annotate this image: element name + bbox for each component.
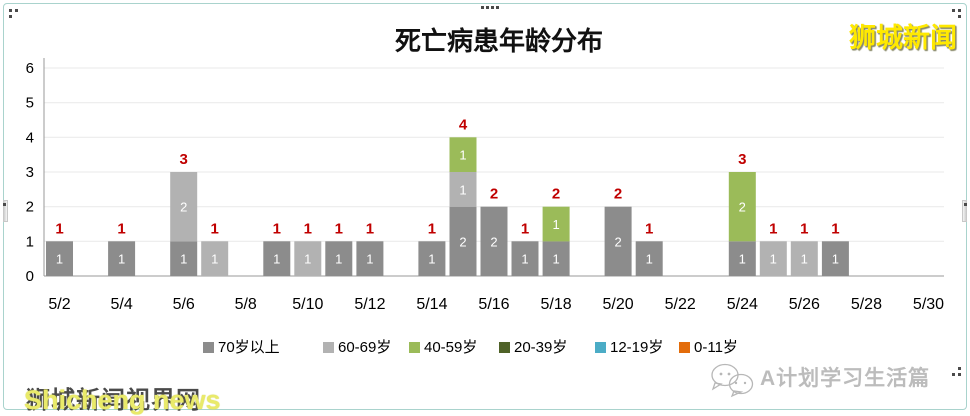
svg-text:5/26: 5/26 xyxy=(789,296,820,313)
svg-text:1: 1 xyxy=(801,252,808,267)
svg-text:2: 2 xyxy=(614,186,622,203)
svg-text:5/24: 5/24 xyxy=(727,296,758,313)
svg-text:1: 1 xyxy=(769,220,777,237)
svg-text:2: 2 xyxy=(26,199,34,216)
svg-text:2: 2 xyxy=(552,186,560,203)
svg-text:2: 2 xyxy=(180,200,187,215)
svg-text:2: 2 xyxy=(459,234,466,249)
svg-text:2: 2 xyxy=(490,186,498,203)
svg-text:0: 0 xyxy=(26,268,34,285)
svg-text:3: 3 xyxy=(738,151,746,168)
svg-text:5: 5 xyxy=(26,95,34,112)
svg-text:5/14: 5/14 xyxy=(416,296,447,313)
svg-text:2: 2 xyxy=(739,200,746,215)
svg-text:1: 1 xyxy=(428,220,436,237)
svg-text:5/18: 5/18 xyxy=(541,296,572,313)
svg-text:1: 1 xyxy=(645,220,653,237)
svg-text:4: 4 xyxy=(459,116,468,133)
svg-text:1: 1 xyxy=(118,252,125,267)
svg-text:1: 1 xyxy=(800,220,808,237)
svg-text:5/2: 5/2 xyxy=(48,296,70,313)
svg-text:1: 1 xyxy=(55,220,63,237)
svg-text:1: 1 xyxy=(304,252,311,267)
svg-text:6: 6 xyxy=(26,60,34,77)
svg-text:1: 1 xyxy=(366,220,374,237)
svg-text:1: 1 xyxy=(117,220,125,237)
svg-text:1: 1 xyxy=(26,233,34,250)
svg-text:5/4: 5/4 xyxy=(110,296,132,313)
svg-text:1: 1 xyxy=(366,252,373,267)
svg-text:2: 2 xyxy=(490,234,497,249)
svg-text:5/10: 5/10 xyxy=(292,296,323,313)
svg-text:1: 1 xyxy=(211,252,218,267)
svg-text:5/28: 5/28 xyxy=(851,296,882,313)
svg-text:1: 1 xyxy=(56,252,63,267)
svg-text:1: 1 xyxy=(552,252,559,267)
svg-text:4: 4 xyxy=(26,129,34,146)
svg-text:1: 1 xyxy=(739,252,746,267)
svg-text:3: 3 xyxy=(26,164,34,181)
svg-text:5/6: 5/6 xyxy=(173,296,195,313)
svg-text:1: 1 xyxy=(335,220,343,237)
svg-text:1: 1 xyxy=(459,148,466,163)
svg-text:3: 3 xyxy=(180,151,188,168)
svg-text:1: 1 xyxy=(273,252,280,267)
svg-text:1: 1 xyxy=(552,217,559,232)
svg-text:1: 1 xyxy=(428,252,435,267)
svg-text:1: 1 xyxy=(832,252,839,267)
svg-text:1: 1 xyxy=(831,220,839,237)
svg-text:1: 1 xyxy=(521,252,528,267)
svg-text:5/8: 5/8 xyxy=(235,296,257,313)
svg-text:1: 1 xyxy=(211,220,219,237)
svg-text:2: 2 xyxy=(614,234,621,249)
svg-text:1: 1 xyxy=(646,252,653,267)
svg-text:5/30: 5/30 xyxy=(913,296,944,313)
svg-text:1: 1 xyxy=(770,252,777,267)
svg-text:5/12: 5/12 xyxy=(354,296,385,313)
svg-text:5/22: 5/22 xyxy=(665,296,696,313)
svg-text:1: 1 xyxy=(304,220,312,237)
svg-text:1: 1 xyxy=(459,182,466,197)
svg-text:1: 1 xyxy=(335,252,342,267)
svg-text:1: 1 xyxy=(521,220,529,237)
svg-text:1: 1 xyxy=(180,252,187,267)
svg-text:5/20: 5/20 xyxy=(603,296,634,313)
svg-text:1: 1 xyxy=(273,220,281,237)
svg-text:5/16: 5/16 xyxy=(478,296,509,313)
